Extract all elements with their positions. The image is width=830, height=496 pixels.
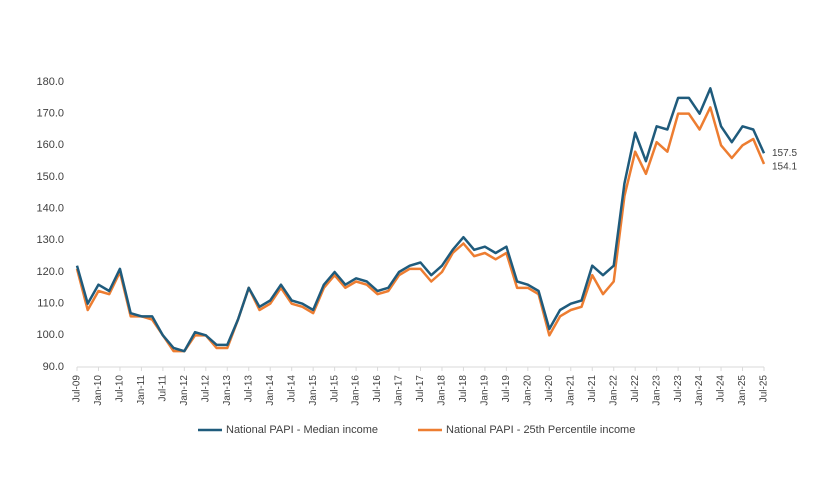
x-tick-label: Jan-25: [737, 375, 748, 406]
x-tick-label: Jul-12: [200, 375, 211, 403]
x-tick-label: Jul-11: [158, 375, 169, 402]
legend-label: National PAPI - 25th Percentile income: [446, 424, 635, 436]
x-tick-label: Jan-11: [136, 375, 147, 405]
y-tick-label: 150.0: [36, 171, 64, 183]
y-tick-label: 110.0: [37, 298, 64, 310]
x-tick-label: Jul-09: [72, 375, 83, 403]
x-tick-label: Jan-21: [565, 375, 576, 406]
x-tick-label: Jul-17: [415, 375, 426, 403]
y-tick-label: 130.0: [36, 234, 64, 246]
x-tick-label: Jul-18: [458, 375, 469, 403]
x-tick-label: Jul-21: [587, 375, 598, 403]
x-tick-label: Jul-20: [544, 375, 555, 403]
x-tick-label: Jan-13: [222, 375, 233, 406]
x-tick-label: Jul-13: [243, 375, 254, 403]
x-tick-label: Jan-23: [651, 375, 662, 406]
x-tick-label: Jul-16: [372, 375, 383, 403]
x-tick-label: Jul-19: [501, 375, 512, 403]
end-label: 157.5: [772, 148, 797, 159]
y-tick-label: 140.0: [36, 203, 64, 215]
y-tick-label: 120.0: [36, 266, 64, 278]
x-tick-label: Jul-25: [759, 375, 770, 403]
x-tick-label: Jan-18: [437, 375, 448, 406]
series-line: [75, 106, 766, 353]
series-line: [75, 87, 766, 353]
y-tick-label: 160.0: [36, 139, 64, 151]
x-tick-label: Jul-24: [716, 375, 727, 403]
x-tick-label: Jan-19: [480, 375, 491, 406]
x-tick-label: Jan-17: [394, 375, 405, 406]
x-tick-label: Jan-22: [608, 375, 619, 406]
x-tick-label: Jan-12: [179, 375, 190, 406]
end-label: 154.1: [772, 162, 797, 173]
y-tick-label: 170.0: [36, 108, 64, 120]
legend-label: National PAPI - Median income: [226, 424, 378, 436]
x-tick-label: Jan-10: [93, 375, 104, 406]
x-tick-label: Jul-23: [673, 375, 684, 403]
x-tick-label: Jul-10: [115, 375, 126, 403]
x-tick-label: Jan-16: [351, 375, 362, 406]
x-tick-label: Jan-14: [265, 375, 276, 406]
x-tick-label: Jul-15: [329, 375, 340, 403]
x-tick-label: Jul-22: [630, 375, 641, 403]
y-tick-label: 180.0: [36, 76, 64, 88]
x-tick-label: Jan-20: [522, 375, 533, 406]
y-tick-label: 90.0: [43, 361, 64, 373]
x-tick-label: Jan-15: [308, 375, 319, 406]
x-tick-label: Jan-24: [694, 375, 705, 406]
y-tick-label: 100.0: [36, 329, 64, 341]
x-tick-label: Jul-14: [286, 375, 297, 403]
